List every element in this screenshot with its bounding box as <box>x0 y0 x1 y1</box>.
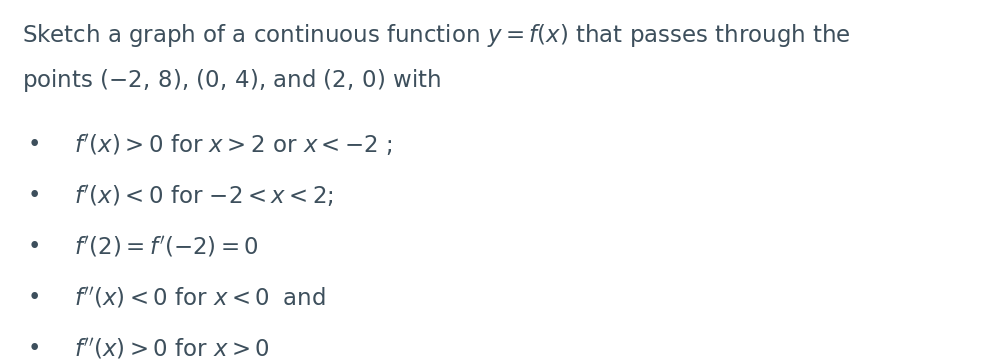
Text: •: • <box>28 337 42 360</box>
Text: •: • <box>28 286 42 309</box>
Text: •: • <box>28 133 42 156</box>
Text: •: • <box>28 235 42 258</box>
Text: $f''(x) < 0$ for $x < 0\;$ and: $f''(x) < 0$ for $x < 0\;$ and <box>74 286 326 311</box>
Text: $f'(x) < 0$ for $-2 < x < 2$;: $f'(x) < 0$ for $-2 < x < 2$; <box>74 184 334 210</box>
Text: points $(-2,\, 8)$, $(0,\, 4)$, and $(2,\, 0)$ with: points $(-2,\, 8)$, $(0,\, 4)$, and $(2,… <box>22 67 441 94</box>
Text: Sketch a graph of a continuous function $y = f(x)$ that passes through the: Sketch a graph of a continuous function … <box>22 22 850 49</box>
Text: $f''(x) > 0$ for $x > 0$: $f''(x) > 0$ for $x > 0$ <box>74 337 270 362</box>
Text: $f'(x) > 0$ for $x > 2$ or $x < -2$ ;: $f'(x) > 0$ for $x > 2$ or $x < -2$ ; <box>74 133 393 159</box>
Text: $f'(2) = f'(-2) = 0$: $f'(2) = f'(-2) = 0$ <box>74 235 259 260</box>
Text: •: • <box>28 184 42 207</box>
